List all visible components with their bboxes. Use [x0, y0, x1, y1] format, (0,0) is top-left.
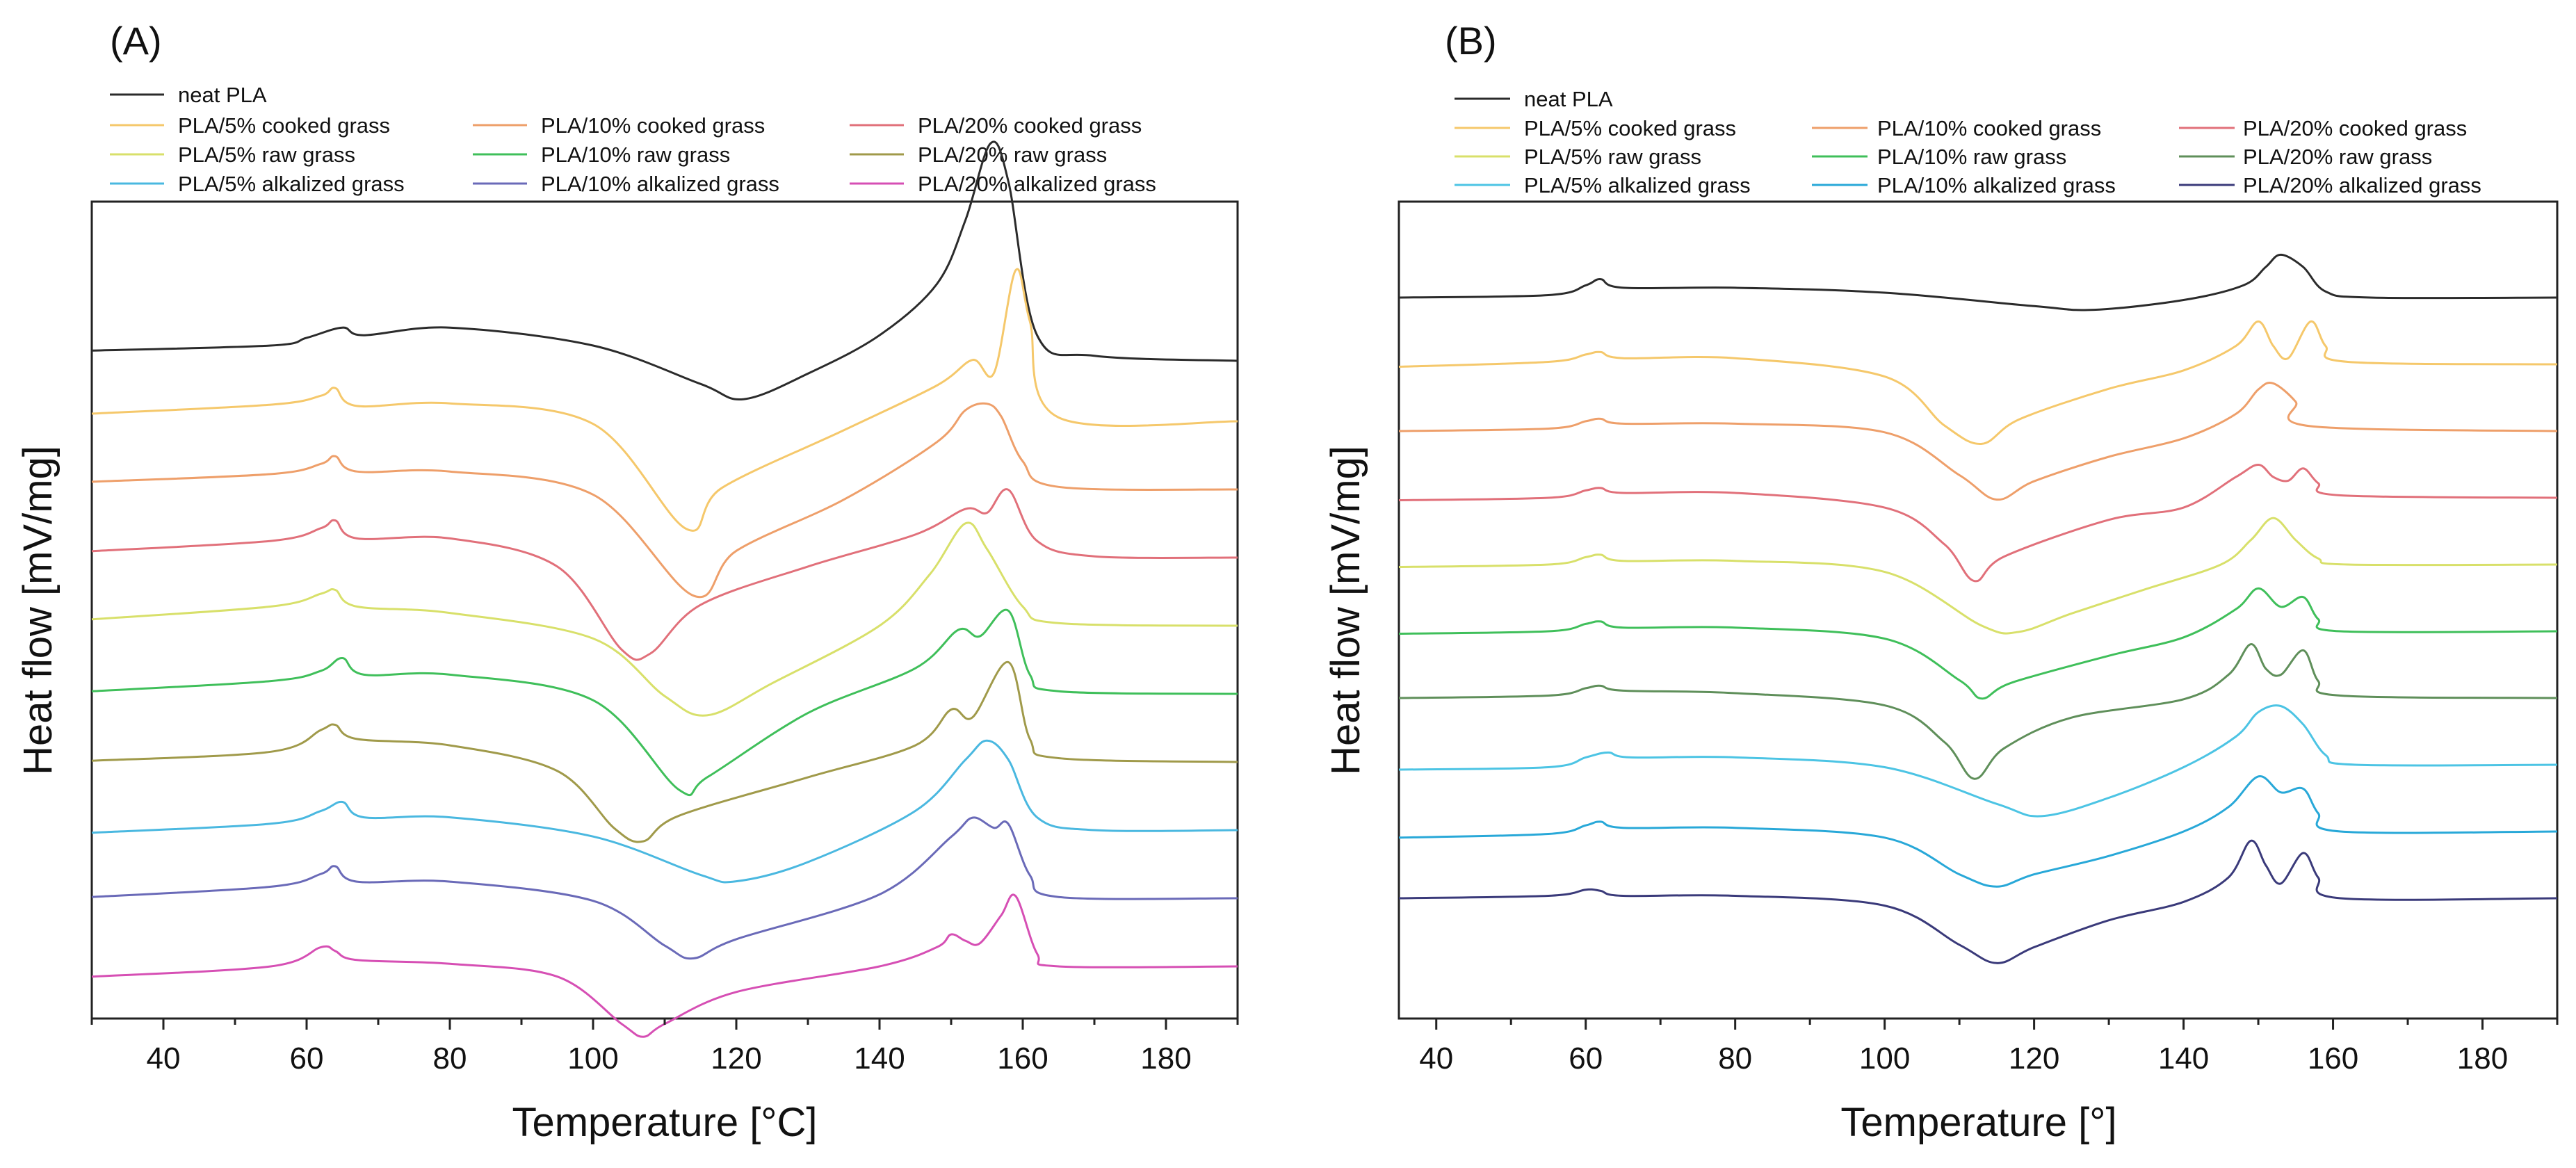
panel-b-x-axis: 40 60 80 100 120 140 160 180	[1419, 1019, 2559, 1076]
legend-entry: PLA/20% raw grass	[850, 143, 1107, 167]
legend-label: PLA/20% cooked grass	[918, 113, 1142, 138]
legend-entry: PLA/20% cooked grass	[850, 113, 1142, 138]
dsc-curve	[1398, 320, 2558, 445]
legend-entry: PLA/10% raw grass	[473, 143, 730, 167]
legend-label: PLA/20% raw grass	[2243, 145, 2432, 169]
dsc-curve	[91, 816, 1238, 960]
dsc-curve	[91, 140, 1238, 401]
legend-entry: PLA/20% cooked grass	[2179, 116, 2467, 140]
dsc-curve	[1398, 775, 2558, 888]
dsc-curve	[1398, 464, 2558, 583]
x-tick-label: 180	[2457, 1041, 2508, 1076]
legend-label: PLA/10% alkalized grass	[1877, 173, 2116, 197]
legend-label: neat PLA	[1524, 87, 1613, 111]
panel-b: (B) neat PLA PLA/5% cooked grass PLA/10%…	[1323, 19, 2559, 1145]
panel-b-curves	[1398, 253, 2558, 964]
x-tick-label: 60	[1569, 1041, 1603, 1076]
legend-label: PLA/5% cooked grass	[1524, 116, 1736, 140]
legend-label: PLA/20% cooked grass	[2243, 116, 2467, 140]
legend-label: PLA/10% raw grass	[541, 143, 730, 167]
legend-entry: PLA/5% raw grass	[110, 143, 355, 167]
panel-a-label: (A)	[110, 19, 162, 63]
panel-b-plot-frame	[1398, 200, 2559, 1020]
panel-a-y-axis-title: Heat flow [mV/mg]	[15, 446, 60, 775]
x-tick-label: 160	[997, 1041, 1048, 1076]
panel-a: (A) neat PLA PLA/5% cooked grass PLA/10%…	[15, 19, 1239, 1145]
legend-entry: PLA/5% raw grass	[1455, 145, 1701, 169]
x-tick-label: 40	[147, 1041, 181, 1076]
x-tick-label: 140	[2158, 1041, 2209, 1076]
legend-label: PLA/5% alkalized grass	[1524, 173, 1751, 197]
dsc-curve	[91, 488, 1238, 661]
legend-entry: PLA/5% cooked grass	[110, 113, 390, 138]
legend-label: PLA/10% alkalized grass	[541, 172, 779, 196]
legend-label: PLA/10% cooked grass	[1877, 116, 2101, 140]
dsc-curve	[91, 660, 1238, 843]
dsc-curve	[1398, 643, 2558, 780]
dsc-curve	[1398, 381, 2558, 501]
panel-b-legend: neat PLA PLA/5% cooked grass PLA/10% coo…	[1455, 87, 2481, 197]
legend-label: PLA/5% raw grass	[178, 143, 355, 167]
legend-label: PLA/10% cooked grass	[541, 113, 765, 138]
dsc-curve	[1398, 253, 2558, 311]
legend-entry: PLA/5% cooked grass	[1455, 116, 1736, 140]
legend-entry: PLA/10% cooked grass	[473, 113, 765, 138]
legend-entry: PLA/20% alkalized grass	[850, 172, 1156, 196]
x-tick-label: 120	[711, 1041, 761, 1076]
legend-label: neat PLA	[178, 83, 267, 107]
panel-a-x-axis-title: Temperature [°C]	[512, 1100, 817, 1145]
legend-label: PLA/5% raw grass	[1524, 145, 1701, 169]
legend-entry: PLA/10% cooked grass	[1812, 116, 2101, 140]
x-tick-label: 180	[1140, 1041, 1191, 1076]
legend-entry: neat PLA	[1455, 87, 1613, 111]
legend-label: PLA/20% alkalized grass	[918, 172, 1156, 196]
legend-entry: PLA/20% alkalized grass	[2179, 173, 2481, 197]
dsc-curve	[91, 521, 1238, 717]
legend-entry: PLA/10% alkalized grass	[1812, 173, 2116, 197]
legend-entry: PLA/10% alkalized grass	[473, 172, 779, 196]
dsc-curve	[91, 893, 1238, 1038]
x-tick-label: 100	[1859, 1041, 1910, 1076]
panel-b-y-axis-title: Heat flow [mV/mg]	[1323, 446, 1368, 775]
x-tick-label: 120	[2009, 1041, 2059, 1076]
dsc-curve	[91, 608, 1238, 797]
panel-a-x-axis: 40 60 80 100 120 140 160 180	[90, 1019, 1239, 1076]
x-tick-label: 80	[1718, 1041, 1752, 1076]
panel-b-label: (B)	[1445, 19, 1497, 63]
panel-a-legend: neat PLA PLA/5% cooked grass PLA/10% coo…	[110, 83, 1156, 196]
legend-entry: neat PLA	[110, 83, 267, 107]
legend-label: PLA/5% alkalized grass	[178, 172, 405, 196]
legend-entry: PLA/5% alkalized grass	[1455, 173, 1751, 197]
dsc-curve	[1398, 704, 2558, 818]
dsc-curve	[91, 268, 1238, 532]
legend-label: PLA/20% raw grass	[918, 143, 1107, 167]
panel-a-plot-frame	[90, 200, 1239, 1020]
x-tick-label: 140	[854, 1041, 905, 1076]
x-tick-label: 100	[567, 1041, 618, 1076]
dsc-curve	[1398, 587, 2558, 700]
legend-label: PLA/5% cooked grass	[178, 113, 390, 138]
x-tick-label: 160	[2308, 1041, 2358, 1076]
legend-entry: PLA/10% raw grass	[1812, 145, 2066, 169]
panel-b-x-axis-title: Temperature [°]	[1840, 1100, 2116, 1145]
legend-entry: PLA/5% alkalized grass	[110, 172, 405, 196]
dsc-curve	[1398, 839, 2558, 964]
panel-a-curves	[91, 140, 1238, 1038]
dsc-curve	[1398, 517, 2558, 635]
x-tick-label: 80	[433, 1041, 467, 1076]
legend-label: PLA/20% alkalized grass	[2243, 173, 2481, 197]
x-tick-label: 60	[290, 1041, 324, 1076]
dsc-curve	[91, 739, 1238, 884]
legend-label: PLA/10% raw grass	[1877, 145, 2066, 169]
dsc-curve	[91, 402, 1238, 599]
legend-entry: PLA/20% raw grass	[2179, 145, 2432, 169]
x-tick-label: 40	[1419, 1041, 1453, 1076]
